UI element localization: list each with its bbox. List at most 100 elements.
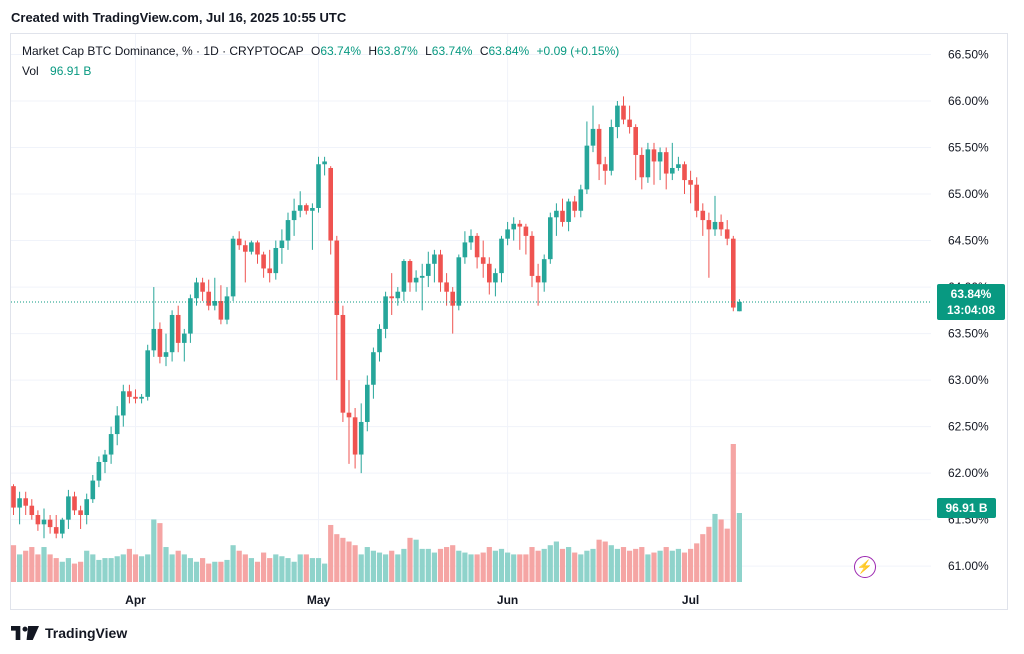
candle-body[interactable] xyxy=(627,119,632,128)
candle-body[interactable] xyxy=(407,261,413,283)
candle-body[interactable] xyxy=(554,210,559,218)
candle-body[interactable] xyxy=(47,519,53,528)
candle-body[interactable] xyxy=(285,220,291,241)
candle-body[interactable] xyxy=(596,128,602,165)
candle-body[interactable] xyxy=(310,207,315,211)
candle-body[interactable] xyxy=(548,217,553,260)
candle-body[interactable] xyxy=(102,454,108,462)
candle-body[interactable] xyxy=(444,282,449,292)
candle-body[interactable] xyxy=(29,505,35,516)
candle-body[interactable] xyxy=(23,498,28,506)
candle-body[interactable] xyxy=(560,210,565,222)
candle-body[interactable] xyxy=(66,496,71,520)
candle-body[interactable] xyxy=(267,268,272,274)
candle-body[interactable] xyxy=(499,238,504,274)
candle-body[interactable] xyxy=(438,254,443,283)
candle-body[interactable] xyxy=(11,486,16,508)
candle-body[interactable] xyxy=(462,242,468,258)
candle-body[interactable] xyxy=(358,421,364,455)
candle-body[interactable] xyxy=(145,350,150,397)
candle-body[interactable] xyxy=(688,180,693,185)
candle-body[interactable] xyxy=(383,296,388,329)
candle-body[interactable] xyxy=(249,242,254,252)
candle-body[interactable] xyxy=(621,105,626,120)
candle-body[interactable] xyxy=(108,434,114,455)
candle-body[interactable] xyxy=(53,527,59,534)
candle-body[interactable] xyxy=(236,238,242,246)
lightning-icon[interactable]: ⚡ xyxy=(854,556,876,578)
candle-body[interactable] xyxy=(175,314,181,343)
candle-body[interactable] xyxy=(413,277,419,283)
candle-body[interactable] xyxy=(133,396,138,399)
candle-body[interactable] xyxy=(188,298,193,334)
candle-body[interactable] xyxy=(566,201,571,222)
candle-body[interactable] xyxy=(474,235,480,258)
candle-body[interactable] xyxy=(352,417,358,455)
candle-body[interactable] xyxy=(651,149,657,162)
candle-body[interactable] xyxy=(584,145,590,190)
candle-body[interactable] xyxy=(657,152,663,162)
candle-body[interactable] xyxy=(737,301,742,312)
candle-body[interactable] xyxy=(731,238,736,308)
candle-body[interactable] xyxy=(200,282,205,292)
candle-body[interactable] xyxy=(371,352,376,385)
candle-body[interactable] xyxy=(41,519,47,525)
candle-body[interactable] xyxy=(700,210,706,221)
legend-vol-label[interactable]: Vol xyxy=(22,64,39,78)
candle-body[interactable] xyxy=(261,254,266,269)
candle-body[interactable] xyxy=(218,301,224,320)
candle-body[interactable] xyxy=(615,105,620,128)
candle-body[interactable] xyxy=(670,167,675,174)
candle-body[interactable] xyxy=(291,210,297,221)
candle-body[interactable] xyxy=(316,164,321,208)
candle-body[interactable] xyxy=(663,152,669,174)
candle-body[interactable] xyxy=(718,221,724,230)
candle-body[interactable] xyxy=(304,205,309,211)
candle-body[interactable] xyxy=(706,220,712,230)
candle-body[interactable] xyxy=(468,235,474,243)
candle-body[interactable] xyxy=(169,314,175,353)
candle-body[interactable] xyxy=(590,128,596,146)
candle-body[interactable] xyxy=(230,238,236,297)
candle-body[interactable] xyxy=(633,127,638,155)
candle-body[interactable] xyxy=(297,205,303,211)
candle-body[interactable] xyxy=(639,154,645,178)
candle-body[interactable] xyxy=(84,499,89,516)
candle-body[interactable] xyxy=(279,240,285,248)
candle-body[interactable] xyxy=(535,275,541,283)
candle-body[interactable] xyxy=(419,275,425,278)
candle-body[interactable] xyxy=(645,149,651,178)
candle-body[interactable] xyxy=(340,314,346,413)
candle-body[interactable] xyxy=(377,328,382,353)
candle-body[interactable] xyxy=(328,167,333,241)
candle-body[interactable] xyxy=(72,496,77,511)
candle-body[interactable] xyxy=(505,229,510,239)
candle-body[interactable] xyxy=(676,164,681,168)
candle-body[interactable] xyxy=(114,415,120,435)
candle-body[interactable] xyxy=(529,235,535,276)
candle-body[interactable] xyxy=(426,263,431,276)
candle-body[interactable] xyxy=(151,328,157,351)
candle-body[interactable] xyxy=(60,519,65,534)
candle-body[interactable] xyxy=(517,223,523,227)
legend-symbol[interactable]: Market Cap BTC Dominance, % · 1D · CRYPT… xyxy=(22,44,304,58)
candle-body[interactable] xyxy=(365,384,370,422)
candle-body[interactable] xyxy=(243,245,248,252)
candle-body[interactable] xyxy=(432,254,437,264)
candle-body[interactable] xyxy=(450,291,455,306)
candle-body[interactable] xyxy=(395,291,401,299)
candle-body[interactable] xyxy=(389,296,394,299)
candle-body[interactable] xyxy=(609,127,614,171)
candle-body[interactable] xyxy=(163,352,169,357)
candle-body[interactable] xyxy=(90,480,96,500)
candle-body[interactable] xyxy=(17,498,22,508)
candle-body[interactable] xyxy=(334,240,340,315)
candle-body[interactable] xyxy=(694,184,699,211)
candle-body[interactable] xyxy=(682,164,687,181)
candle-body[interactable] xyxy=(724,229,730,239)
candle-body[interactable] xyxy=(212,301,218,306)
candle-body[interactable] xyxy=(322,161,327,165)
candle-body[interactable] xyxy=(578,189,584,211)
candle-body[interactable] xyxy=(572,201,577,211)
